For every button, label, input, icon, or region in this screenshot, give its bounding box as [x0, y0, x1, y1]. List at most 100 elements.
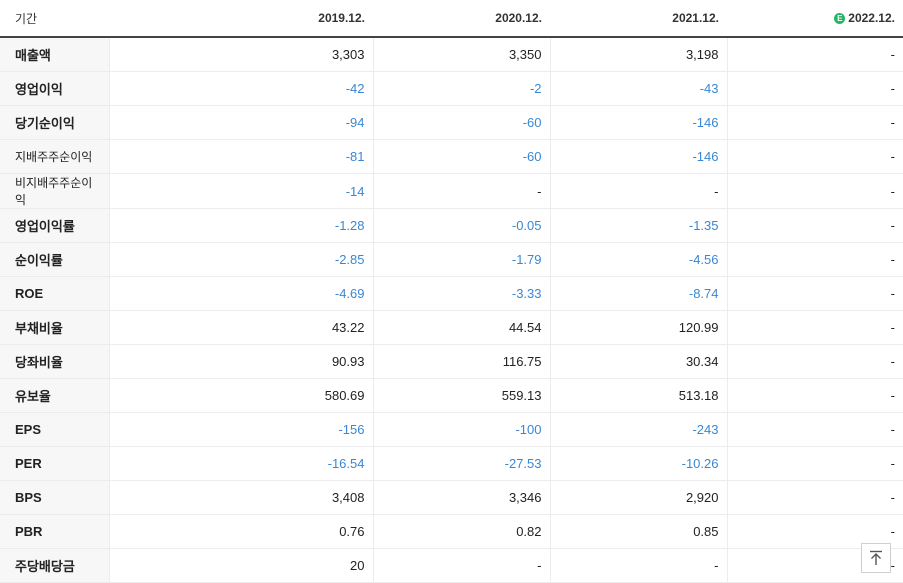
cell-2022: - [726, 242, 903, 277]
cell-2022: - [726, 412, 903, 447]
table-row: 유보율 580.69 559.13 513.18- [0, 378, 903, 413]
row-label: 영업이익 [0, 71, 109, 106]
year-header-2022: E 2022.12. [727, 0, 903, 38]
cell-2022: - [726, 446, 903, 481]
scroll-top-button[interactable] [861, 543, 891, 573]
cell-2021: 2,920 [549, 480, 727, 515]
cell-2022: - [726, 344, 903, 379]
cell-2022: - [726, 480, 903, 515]
cell-2020: -2 [372, 71, 550, 106]
cell-2022: - [726, 276, 903, 311]
cell-2020: - [372, 173, 550, 209]
cell-2022: - [726, 139, 903, 174]
table-row: 지배주주순이익 -81 -60 -146- [0, 139, 903, 174]
year-header-2021: 2021.12. [550, 0, 727, 38]
cell-2019: 580.69 [108, 378, 373, 413]
cell-2020: 44.54 [372, 310, 550, 345]
table-row: BPS 3,408 3,346 2,920- [0, 480, 903, 515]
table-row: PBR 0.76 0.82 0.85- [0, 514, 903, 549]
cell-2021: -243 [549, 412, 727, 447]
cell-2021: 0.85 [549, 514, 727, 549]
table-row: 영업이익 -42 -2 -43- [0, 71, 903, 106]
row-label: 유보율 [0, 378, 109, 413]
cell-2020: -1.79 [372, 242, 550, 277]
table-row: EPS -156 -100 -243- [0, 412, 903, 447]
row-label: ROE [0, 276, 109, 311]
cell-2020: -3.33 [372, 276, 550, 311]
cell-2022: - [726, 105, 903, 140]
table-row: ROE -4.69 -3.33 -8.74- [0, 276, 903, 311]
period-header: 기간 [0, 0, 109, 38]
year-header-2019: 2019.12. [109, 0, 373, 38]
cell-2019: -16.54 [108, 446, 373, 481]
cell-2021: -146 [549, 105, 727, 140]
cell-2019: 43.22 [108, 310, 373, 345]
cell-2021: -8.74 [549, 276, 727, 311]
cell-2021: -4.56 [549, 242, 727, 277]
cell-2019: -42 [108, 71, 373, 106]
cell-2022: - [726, 37, 903, 72]
row-label: 순이익률 [0, 242, 109, 277]
cell-2020: -60 [372, 105, 550, 140]
row-label: 당좌비율 [0, 344, 109, 379]
table-row: 당기순이익 -94 -60 -146- [0, 105, 903, 140]
row-label: 당기순이익 [0, 105, 109, 140]
cell-2020: -27.53 [372, 446, 550, 481]
cell-2020: -60 [372, 139, 550, 174]
cell-2021: - [549, 548, 727, 583]
row-label: PER [0, 446, 109, 481]
cell-2020: 0.82 [372, 514, 550, 549]
cell-2019: 20 [108, 548, 373, 583]
cell-2019: 90.93 [108, 344, 373, 379]
row-label: 비지배주주순이익 [0, 173, 109, 209]
table-row: 비지배주주순이익 -14- - - [0, 173, 903, 209]
table-row: 매출액 3,303 3,350 3,198- [0, 37, 903, 72]
cell-2019: -1.28 [108, 208, 373, 243]
cell-2022: - [726, 378, 903, 413]
cell-2021: 3,198 [549, 37, 727, 72]
table-row: 주당배당금 20- - - [0, 548, 903, 583]
cell-2020: 3,350 [372, 37, 550, 72]
cell-2019: -2.85 [108, 242, 373, 277]
table-row: 부채비율 43.22 44.54 120.99- [0, 310, 903, 345]
cell-2019: -4.69 [108, 276, 373, 311]
row-label: 부채비율 [0, 310, 109, 345]
cell-2022: - [726, 173, 903, 209]
cell-2022: - [726, 208, 903, 243]
row-label: EPS [0, 412, 109, 447]
cell-2021: 513.18 [549, 378, 727, 413]
cell-2019: -81 [108, 139, 373, 174]
row-label: 영업이익률 [0, 208, 109, 243]
arrow-up-to-top-icon [870, 550, 882, 565]
year-header-2022-label: 2022.12. [848, 11, 895, 25]
cell-2020: 116.75 [372, 344, 550, 379]
cell-2019: 3,303 [108, 37, 373, 72]
cell-2019: 0.76 [108, 514, 373, 549]
row-label: BPS [0, 480, 109, 515]
row-label: 매출액 [0, 37, 109, 72]
cell-2021: -10.26 [549, 446, 727, 481]
header-row: 기간 2019.12. 2020.12. 2021.12. E 2022.12. [0, 0, 903, 38]
table-row: PER -16.54 -27.53 -10.26- [0, 446, 903, 481]
table-row: 순이익률 -2.85 -1.79 -4.56- [0, 242, 903, 277]
cell-2021: 120.99 [549, 310, 727, 345]
row-label: 주당배당금 [0, 548, 109, 583]
cell-2021: -1.35 [549, 208, 727, 243]
cell-2020: -100 [372, 412, 550, 447]
cell-2020: 559.13 [372, 378, 550, 413]
row-label: 지배주주순이익 [0, 139, 109, 174]
table-row: 영업이익률 -1.28 -0.05 -1.35- [0, 208, 903, 243]
cell-2019: -94 [108, 105, 373, 140]
cell-2021: -43 [549, 71, 727, 106]
cell-2022: - [726, 71, 903, 106]
cell-2019: 3,408 [108, 480, 373, 515]
cell-2021: 30.34 [549, 344, 727, 379]
cell-2022: - [726, 310, 903, 345]
estimate-badge-icon: E [834, 13, 846, 24]
cell-2020: - [372, 548, 550, 583]
row-label: PBR [0, 514, 109, 549]
cell-2020: 3,346 [372, 480, 550, 515]
table-row: 당좌비율 90.93 116.75 30.34- [0, 344, 903, 379]
cell-2019: -156 [108, 412, 373, 447]
